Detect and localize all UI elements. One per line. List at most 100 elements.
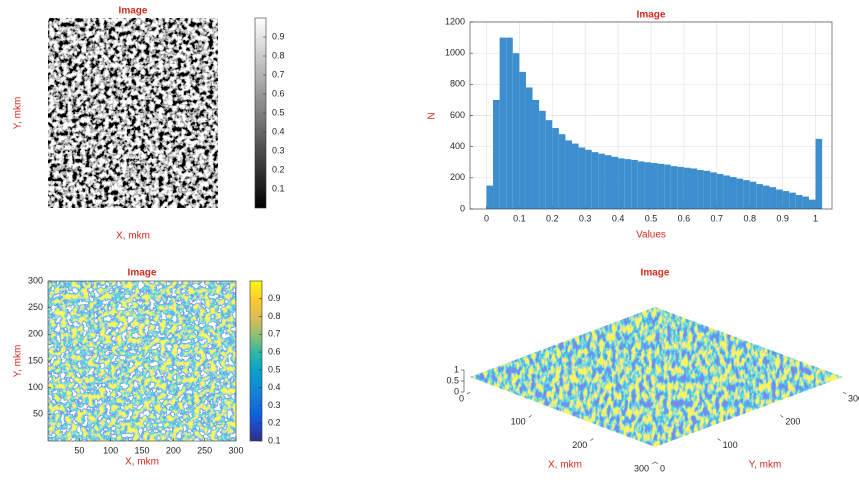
colorbar-tick-label: 0.3 bbox=[272, 145, 285, 155]
bar bbox=[808, 199, 816, 209]
y-tick-label: 0 bbox=[460, 203, 465, 213]
image bbox=[48, 18, 218, 208]
colorbar-tick-label: 0.9 bbox=[268, 293, 281, 303]
y-tick-label: 600 bbox=[450, 110, 465, 120]
bar bbox=[539, 110, 546, 209]
colorbar-tick-label: 0.4 bbox=[268, 382, 281, 392]
bar bbox=[631, 159, 638, 209]
x-tick-label: 0.1 bbox=[513, 213, 526, 223]
bar bbox=[519, 71, 526, 209]
bar bbox=[618, 158, 625, 209]
x-tick-label: 0.6 bbox=[678, 213, 691, 223]
surface bbox=[470, 307, 843, 447]
bar bbox=[598, 153, 605, 209]
x-tick bbox=[466, 391, 471, 395]
y-axis-label: Y, mkm bbox=[749, 460, 782, 471]
x-axis-label: Values bbox=[636, 230, 666, 241]
colorbar-tick-label: 0.5 bbox=[268, 364, 281, 374]
y-tick-label: 800 bbox=[450, 79, 465, 89]
y-tick-label: 50 bbox=[33, 409, 43, 419]
x-tick-label: 100 bbox=[511, 417, 526, 427]
x-tick-label: 300 bbox=[228, 445, 243, 455]
y-axis-label: N bbox=[427, 112, 438, 119]
z-tick-label: 1 bbox=[454, 364, 459, 374]
colorbar-tick-label: 0.7 bbox=[268, 329, 281, 339]
x-tick bbox=[590, 438, 594, 441]
x-axis-label: X, mkm bbox=[548, 460, 582, 471]
bar bbox=[545, 120, 553, 209]
bar bbox=[710, 172, 717, 209]
x-tick-label: 0.4 bbox=[612, 213, 625, 223]
bar bbox=[670, 166, 678, 209]
y-tick-label: 200 bbox=[450, 172, 465, 182]
bar bbox=[683, 167, 691, 209]
bar bbox=[512, 53, 520, 209]
bar bbox=[637, 161, 645, 209]
bar bbox=[486, 185, 494, 209]
x-tick-label: 0.3 bbox=[579, 213, 592, 223]
bar bbox=[558, 134, 566, 209]
bar bbox=[776, 189, 783, 209]
x-tick-label: 0 bbox=[459, 393, 464, 403]
bar bbox=[756, 184, 763, 209]
x-axis-label: X, mkm bbox=[116, 231, 150, 242]
bar bbox=[697, 170, 704, 209]
x-tick-label: 0 bbox=[484, 213, 489, 223]
y-tick-label: 100 bbox=[28, 382, 43, 392]
bar bbox=[651, 163, 658, 209]
y-tick-label: 1000 bbox=[445, 48, 465, 58]
bar bbox=[585, 149, 592, 209]
x-tick-label: 100 bbox=[103, 445, 118, 455]
y-tick-label: 300 bbox=[28, 275, 43, 285]
bar bbox=[525, 87, 533, 209]
bar bbox=[743, 180, 750, 209]
chart-title: Image bbox=[128, 268, 157, 279]
bar bbox=[782, 191, 790, 209]
x-tick bbox=[651, 461, 656, 465]
bar bbox=[552, 127, 559, 209]
x-tick-label: 250 bbox=[197, 445, 212, 455]
colorbar bbox=[249, 280, 263, 442]
bar bbox=[703, 170, 711, 209]
x-tick-label: 300 bbox=[634, 463, 649, 473]
y-axis-label: Y, mkm bbox=[13, 345, 24, 378]
surface-group bbox=[470, 307, 843, 447]
bar bbox=[565, 140, 573, 209]
x-axis-label: X, mkm bbox=[125, 457, 159, 468]
bar bbox=[499, 37, 507, 210]
bar bbox=[604, 155, 612, 209]
y-tick bbox=[842, 391, 847, 395]
bar bbox=[572, 143, 579, 209]
bar bbox=[591, 152, 599, 209]
colorbar-tick-label: 0.7 bbox=[272, 69, 285, 79]
x-tick-label: 150 bbox=[134, 445, 149, 455]
y-tick-label: 200 bbox=[28, 329, 43, 339]
colorbar-tick-label: 0.6 bbox=[268, 346, 281, 356]
bar bbox=[729, 177, 737, 209]
colorbar-tick-label: 0.4 bbox=[272, 126, 285, 136]
bar bbox=[802, 196, 809, 209]
x-tick-label: 200 bbox=[166, 445, 181, 455]
bar bbox=[644, 162, 651, 209]
colorbar-tick-label: 0.1 bbox=[268, 435, 281, 445]
bar bbox=[723, 175, 730, 209]
y-tick-label: 0 bbox=[660, 463, 665, 473]
x-tick-label: 0.9 bbox=[776, 213, 789, 223]
bar bbox=[532, 99, 540, 209]
x-tick bbox=[528, 415, 532, 418]
y-tick bbox=[780, 415, 784, 418]
bar bbox=[624, 159, 632, 209]
y-tick-label: 400 bbox=[450, 141, 465, 151]
x-tick-label: 0.5 bbox=[645, 213, 658, 223]
bar bbox=[578, 147, 586, 209]
bar bbox=[762, 185, 770, 209]
y-tick bbox=[654, 461, 659, 465]
bar bbox=[815, 138, 823, 209]
x-tick-label: 0.2 bbox=[546, 213, 559, 223]
chart-title: Image bbox=[641, 268, 670, 279]
chart-title: Image bbox=[119, 6, 148, 17]
bar bbox=[716, 173, 724, 209]
bar bbox=[736, 178, 744, 209]
x-tick-label: 200 bbox=[572, 440, 587, 450]
